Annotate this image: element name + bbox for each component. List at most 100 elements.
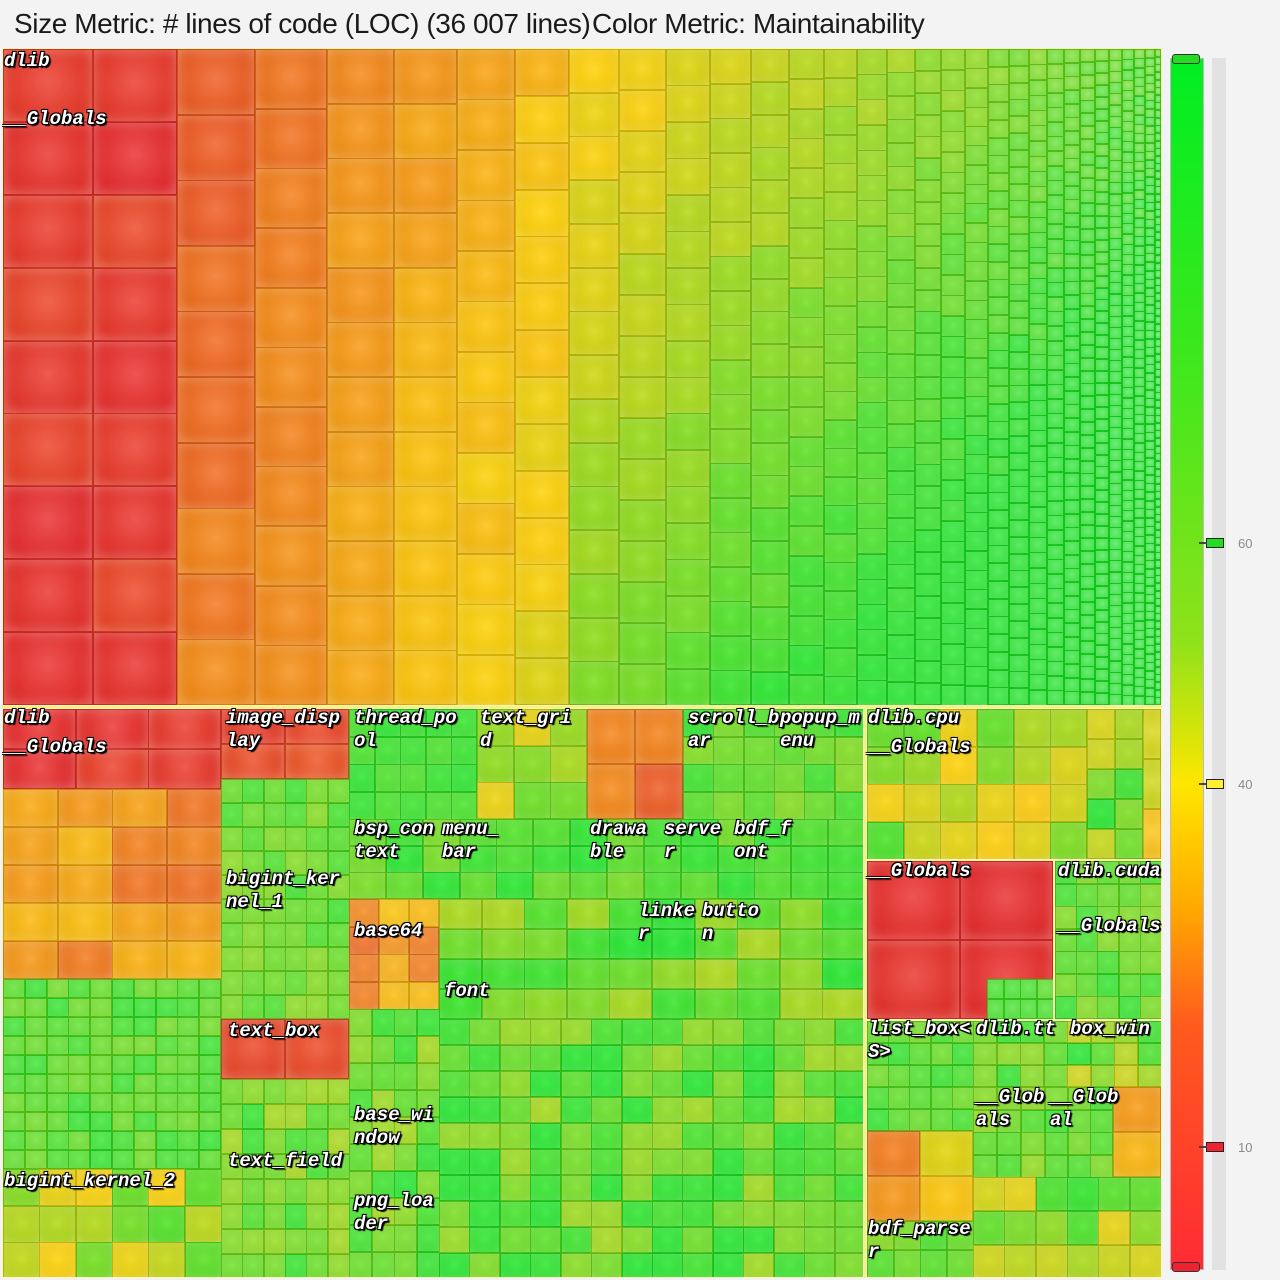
treemap-cell[interactable] bbox=[1067, 1021, 1091, 1043]
treemap-cell[interactable] bbox=[1095, 61, 1109, 73]
treemap-cell[interactable] bbox=[1080, 242, 1095, 255]
treemap-cell[interactable] bbox=[977, 709, 1014, 747]
treemap-cell[interactable] bbox=[496, 872, 533, 899]
treemap-cell[interactable] bbox=[1097, 861, 1119, 884]
treemap-cell[interactable] bbox=[515, 283, 569, 330]
treemap-cell[interactable] bbox=[1109, 294, 1122, 306]
treemap-cell[interactable] bbox=[255, 466, 327, 526]
treemap-cell[interactable] bbox=[569, 93, 619, 137]
treemap-cell[interactable] bbox=[828, 872, 863, 899]
treemap-cell[interactable] bbox=[1109, 627, 1122, 639]
treemap-cell[interactable] bbox=[666, 195, 710, 232]
treemap-cell[interactable] bbox=[328, 971, 350, 995]
treemap-cell[interactable] bbox=[824, 163, 857, 192]
treemap-cell[interactable] bbox=[1036, 1245, 1068, 1277]
treemap-cell[interactable] bbox=[973, 1087, 997, 1110]
treemap-cell[interactable] bbox=[804, 1227, 835, 1253]
treemap-cell[interactable] bbox=[1155, 453, 1161, 461]
treemap-cell[interactable] bbox=[1047, 574, 1064, 589]
treemap-cell[interactable] bbox=[221, 744, 285, 779]
treemap-cell[interactable] bbox=[1080, 371, 1095, 384]
treemap-cell[interactable] bbox=[328, 851, 350, 875]
treemap-cell[interactable] bbox=[417, 1090, 440, 1117]
treemap-cell[interactable] bbox=[90, 1074, 112, 1093]
treemap-cell[interactable] bbox=[988, 120, 1009, 138]
treemap-cell[interactable] bbox=[1097, 929, 1119, 952]
treemap-cell[interactable] bbox=[1134, 133, 1145, 143]
treemap-cell[interactable] bbox=[909, 1065, 931, 1087]
treemap-cell[interactable] bbox=[1047, 501, 1064, 516]
treemap-cell[interactable] bbox=[68, 1131, 90, 1150]
treemap-cell[interactable] bbox=[1029, 80, 1047, 96]
treemap-cell[interactable] bbox=[751, 410, 789, 443]
legend-marker-40[interactable] bbox=[1199, 779, 1224, 789]
treemap-cell[interactable] bbox=[1122, 664, 1134, 675]
treemap-cell[interactable] bbox=[1080, 396, 1095, 409]
treemap-cell[interactable] bbox=[1098, 1177, 1130, 1211]
treemap-cell[interactable] bbox=[622, 1045, 653, 1071]
treemap-cell[interactable] bbox=[737, 929, 780, 959]
treemap-cell[interactable] bbox=[1145, 228, 1155, 237]
treemap-cell[interactable] bbox=[915, 71, 941, 93]
treemap-cell[interactable] bbox=[1020, 999, 1037, 1019]
treemap-cell[interactable] bbox=[997, 1087, 1021, 1110]
treemap-cell[interactable] bbox=[93, 268, 177, 341]
treemap-cell[interactable] bbox=[1109, 127, 1122, 139]
treemap-cell[interactable] bbox=[112, 1036, 134, 1055]
treemap-cell[interactable] bbox=[242, 971, 264, 995]
treemap-cell[interactable] bbox=[1064, 172, 1080, 186]
treemap-cell[interactable] bbox=[619, 90, 666, 131]
treemap-cell[interactable] bbox=[515, 424, 569, 471]
treemap-cell[interactable] bbox=[1095, 311, 1109, 323]
label-dlib-tt[interactable]: dlib.tt bbox=[976, 1018, 1056, 1040]
treemap-cell[interactable] bbox=[1095, 586, 1109, 598]
treemap-cell[interactable] bbox=[1134, 536, 1145, 546]
treemap-cell[interactable] bbox=[1145, 381, 1155, 390]
treemap-cell[interactable] bbox=[264, 899, 286, 923]
treemap-cell[interactable] bbox=[1109, 405, 1122, 417]
treemap-cell[interactable] bbox=[327, 158, 394, 213]
treemap-cell[interactable] bbox=[1064, 391, 1080, 405]
treemap-cell[interactable] bbox=[372, 1252, 395, 1277]
treemap-cell[interactable] bbox=[1155, 324, 1161, 332]
treemap-cell[interactable] bbox=[177, 49, 255, 115]
treemap-cell[interactable] bbox=[1145, 296, 1155, 305]
treemap-cell[interactable] bbox=[713, 1123, 744, 1149]
treemap-cell[interactable] bbox=[1095, 502, 1109, 514]
treemap-cell[interactable] bbox=[533, 819, 570, 846]
treemap-cell[interactable] bbox=[1122, 490, 1134, 501]
treemap-cell[interactable] bbox=[607, 819, 644, 846]
treemap-cell[interactable] bbox=[828, 846, 863, 873]
treemap-cell[interactable] bbox=[857, 528, 887, 554]
treemap-cell[interactable] bbox=[887, 260, 915, 284]
treemap-cell[interactable] bbox=[1009, 537, 1029, 554]
treemap-cell[interactable] bbox=[530, 1201, 561, 1227]
treemap-cell[interactable] bbox=[242, 851, 264, 875]
treemap-cell[interactable] bbox=[1145, 313, 1155, 322]
treemap-cell[interactable] bbox=[1134, 527, 1145, 537]
treemap-cell[interactable] bbox=[987, 979, 1004, 999]
treemap-cell[interactable] bbox=[774, 1019, 805, 1045]
treemap-cell[interactable] bbox=[1109, 360, 1122, 372]
treemap-cell[interactable] bbox=[965, 454, 988, 474]
treemap-cell[interactable] bbox=[1109, 160, 1122, 172]
treemap-cell[interactable] bbox=[328, 803, 350, 827]
treemap-cell[interactable] bbox=[3, 1206, 40, 1243]
treemap-cell[interactable] bbox=[134, 998, 156, 1017]
treemap-cell[interactable] bbox=[1080, 113, 1095, 126]
treemap-cell[interactable] bbox=[915, 639, 941, 661]
treemap-cell[interactable] bbox=[988, 84, 1009, 102]
treemap-cell[interactable] bbox=[718, 819, 755, 846]
treemap-cell[interactable] bbox=[477, 746, 514, 783]
treemap-cell[interactable] bbox=[1134, 96, 1145, 106]
treemap-cell[interactable] bbox=[327, 322, 394, 377]
treemap-cell[interactable] bbox=[941, 685, 965, 705]
treemap-cell[interactable] bbox=[652, 929, 695, 959]
treemap-cell[interactable] bbox=[1134, 274, 1145, 284]
treemap-cell[interactable] bbox=[789, 466, 824, 496]
treemap-cell[interactable] bbox=[570, 846, 607, 873]
treemap-cell[interactable] bbox=[47, 1150, 69, 1169]
treemap-cell[interactable] bbox=[451, 709, 477, 737]
treemap-cell[interactable] bbox=[47, 1131, 69, 1150]
treemap-cell[interactable] bbox=[822, 899, 863, 929]
